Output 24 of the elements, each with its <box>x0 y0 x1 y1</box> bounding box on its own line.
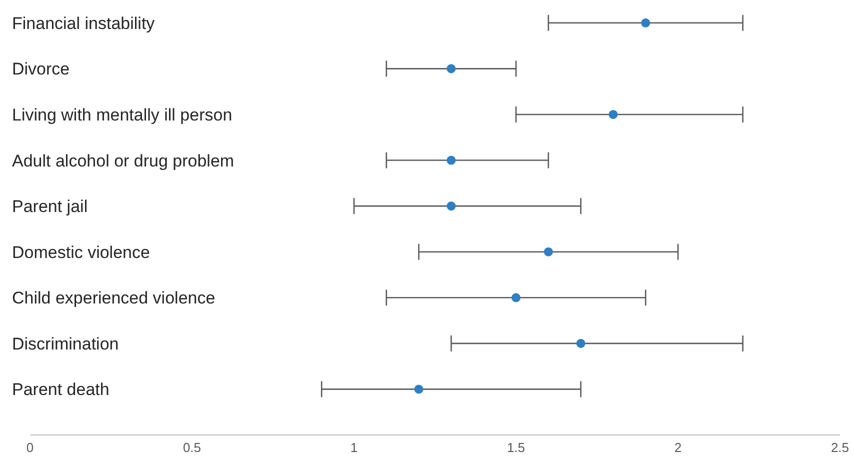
x-tick-label: 0.5 <box>182 440 202 456</box>
y-tick-label: Adult alcohol or drug problem <box>12 151 234 170</box>
y-tick-label: Parent jail <box>12 197 88 216</box>
x-tick-label: 2 <box>674 440 682 456</box>
point <box>414 384 424 394</box>
point <box>511 293 521 302</box>
point <box>446 202 456 211</box>
y-tick-label: Divorce <box>12 60 70 79</box>
x-tick-label: 1.5 <box>506 440 526 456</box>
y-tick-label: Living with mentally ill person <box>12 105 232 124</box>
point <box>446 156 456 165</box>
x-tick-label: 0 <box>26 440 34 456</box>
point <box>544 247 553 256</box>
y-tick-label: Financial instability <box>12 14 156 33</box>
y-tick-label: Parent death <box>12 380 110 400</box>
point <box>446 64 456 74</box>
point <box>576 338 586 348</box>
y-tick-label: Discrimination <box>12 334 119 354</box>
point <box>641 18 650 28</box>
x-tick-label: 2.5 <box>830 440 850 456</box>
point <box>608 110 618 119</box>
y-tick-label: Domestic violence <box>12 242 150 262</box>
y-tick-label: Child experienced violence <box>12 288 216 308</box>
x-tick-label: 1 <box>350 440 358 456</box>
